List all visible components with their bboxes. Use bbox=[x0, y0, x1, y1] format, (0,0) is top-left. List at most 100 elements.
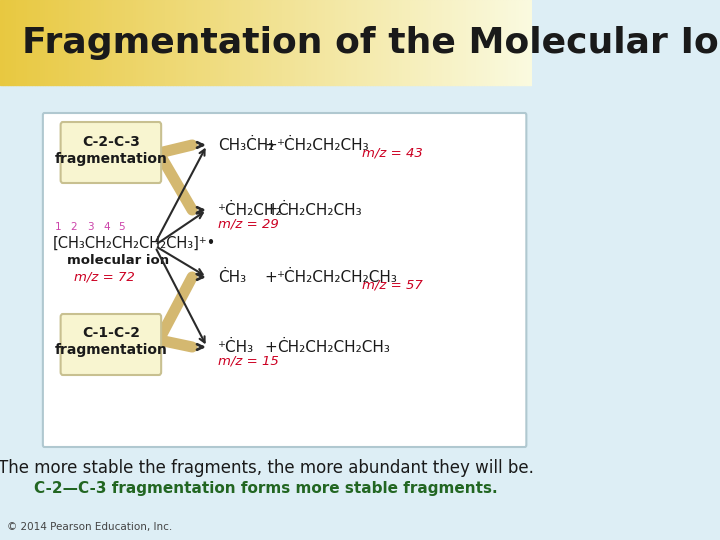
Bar bbox=[306, 0, 309, 85]
Bar bbox=[138, 0, 141, 85]
Bar bbox=[487, 0, 490, 85]
FancyBboxPatch shape bbox=[43, 113, 526, 447]
Bar bbox=[157, 0, 160, 85]
Bar bbox=[11, 0, 13, 85]
Text: m/z = 15: m/z = 15 bbox=[218, 354, 279, 368]
Text: +: + bbox=[265, 269, 277, 285]
Bar bbox=[250, 0, 253, 85]
Bar bbox=[351, 0, 354, 85]
Bar bbox=[120, 0, 122, 85]
Text: 1: 1 bbox=[54, 222, 61, 232]
Bar bbox=[19, 0, 22, 85]
Bar bbox=[530, 0, 532, 85]
Bar bbox=[69, 0, 72, 85]
Bar bbox=[104, 0, 107, 85]
Bar bbox=[58, 0, 61, 85]
Bar bbox=[64, 0, 66, 85]
Bar bbox=[117, 0, 120, 85]
Bar bbox=[383, 0, 386, 85]
Bar bbox=[469, 0, 471, 85]
Bar bbox=[341, 0, 343, 85]
Bar bbox=[479, 0, 482, 85]
Text: fragmentation: fragmentation bbox=[55, 343, 167, 357]
Bar bbox=[426, 0, 428, 85]
Bar bbox=[279, 0, 282, 85]
Text: ⁺ĊH₃: ⁺ĊH₃ bbox=[218, 340, 254, 354]
Bar bbox=[343, 0, 346, 85]
Bar bbox=[418, 0, 420, 85]
Bar bbox=[325, 0, 328, 85]
Bar bbox=[186, 0, 189, 85]
Text: 5: 5 bbox=[119, 222, 125, 232]
Bar bbox=[229, 0, 232, 85]
Bar bbox=[237, 0, 240, 85]
Bar bbox=[8, 0, 11, 85]
Bar bbox=[415, 0, 418, 85]
Bar bbox=[205, 0, 207, 85]
Bar bbox=[458, 0, 460, 85]
Bar bbox=[3, 0, 5, 85]
Bar bbox=[474, 0, 477, 85]
Bar bbox=[410, 0, 413, 85]
Bar bbox=[375, 0, 378, 85]
Bar bbox=[389, 0, 391, 85]
Bar bbox=[452, 0, 455, 85]
Text: m/z = 43: m/z = 43 bbox=[362, 146, 423, 159]
Bar bbox=[460, 0, 463, 85]
Text: [CH₃CH₂CH₂CH₂CH₃]⁺•: [CH₃CH₂CH₂CH₂CH₃]⁺• bbox=[53, 235, 217, 251]
Bar bbox=[314, 0, 317, 85]
Bar bbox=[284, 0, 287, 85]
Text: m/z = 72: m/z = 72 bbox=[74, 271, 135, 284]
Bar bbox=[298, 0, 301, 85]
Bar bbox=[466, 0, 469, 85]
Bar bbox=[495, 0, 498, 85]
Bar bbox=[162, 0, 165, 85]
Bar bbox=[114, 0, 117, 85]
Bar bbox=[56, 0, 58, 85]
Bar bbox=[471, 0, 474, 85]
Bar bbox=[189, 0, 192, 85]
Bar bbox=[500, 0, 503, 85]
Bar bbox=[127, 0, 130, 85]
Bar bbox=[333, 0, 336, 85]
Bar bbox=[391, 0, 394, 85]
Bar bbox=[266, 0, 269, 85]
Bar bbox=[234, 0, 237, 85]
Bar bbox=[232, 0, 234, 85]
Bar bbox=[22, 0, 24, 85]
Bar bbox=[168, 0, 171, 85]
Bar bbox=[402, 0, 405, 85]
Bar bbox=[42, 0, 45, 85]
Bar bbox=[521, 0, 524, 85]
Text: ⁺ĊH₂CH₂CH₂CH₃: ⁺ĊH₂CH₂CH₂CH₃ bbox=[277, 269, 398, 285]
Bar bbox=[477, 0, 479, 85]
Bar bbox=[83, 0, 85, 85]
Bar bbox=[165, 0, 168, 85]
Bar bbox=[53, 0, 56, 85]
Bar bbox=[93, 0, 96, 85]
Bar bbox=[328, 0, 330, 85]
Bar bbox=[96, 0, 99, 85]
Bar bbox=[413, 0, 415, 85]
Bar bbox=[282, 0, 284, 85]
Text: C-2—C-3 fragmentation forms more stable fragments.: C-2—C-3 fragmentation forms more stable … bbox=[35, 481, 498, 496]
Bar bbox=[420, 0, 423, 85]
Bar bbox=[192, 0, 194, 85]
Bar bbox=[213, 0, 215, 85]
Bar bbox=[436, 0, 439, 85]
Bar bbox=[99, 0, 101, 85]
Bar bbox=[61, 0, 64, 85]
Bar bbox=[0, 0, 3, 85]
Text: fragmentation: fragmentation bbox=[55, 152, 167, 166]
Bar bbox=[301, 0, 303, 85]
Bar bbox=[141, 0, 144, 85]
Bar bbox=[50, 0, 53, 85]
Bar bbox=[253, 0, 256, 85]
Bar bbox=[218, 0, 221, 85]
Bar bbox=[210, 0, 213, 85]
Bar bbox=[503, 0, 505, 85]
Bar bbox=[176, 0, 179, 85]
Bar bbox=[77, 0, 80, 85]
Bar bbox=[269, 0, 271, 85]
Bar bbox=[408, 0, 410, 85]
